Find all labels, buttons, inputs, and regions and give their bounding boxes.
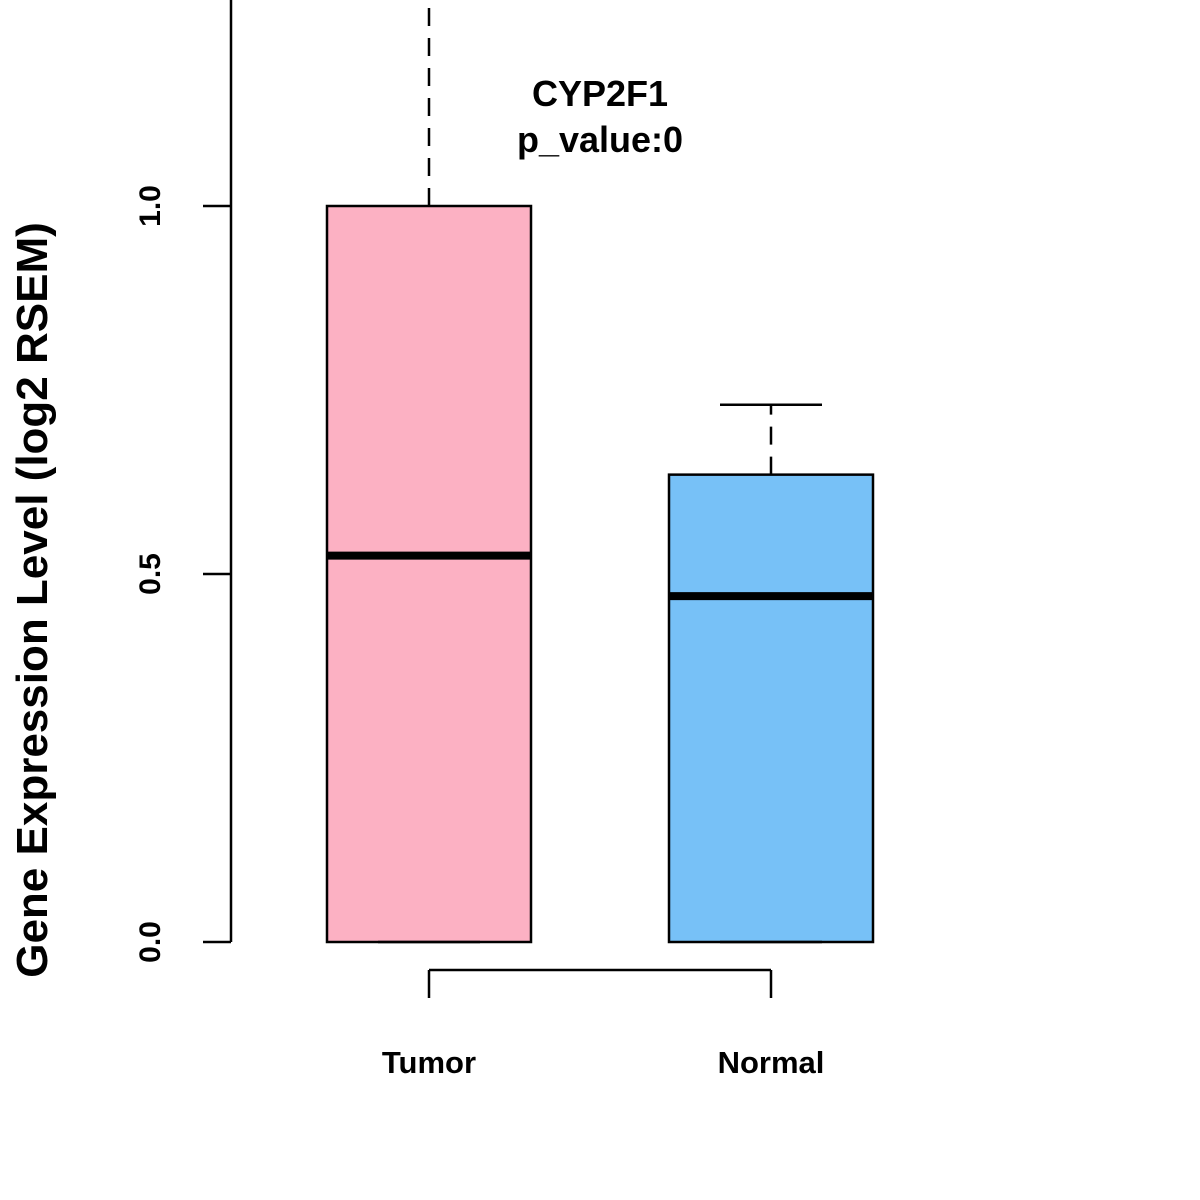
chart-title: CYP2F1 — [532, 73, 668, 114]
boxes-layer — [325, 0, 875, 944]
chart-subtitle: p_value:0 — [517, 119, 683, 160]
category-labels: Tumor Normal — [382, 1045, 824, 1080]
y-axis: 0.00.51.01.5 — [134, 0, 233, 963]
y-tick-label: 0.5 — [134, 553, 167, 595]
y-axis-label: Gene Expression Level (log2 RSEM) — [8, 222, 57, 978]
box-tumor — [325, 0, 533, 944]
category-label-tumor: Tumor — [382, 1045, 476, 1080]
y-tick-label: 0.0 — [134, 921, 167, 963]
box-body — [325, 204, 533, 944]
box-body — [667, 473, 875, 944]
category-label-normal: Normal — [718, 1045, 825, 1080]
comparison-bracket — [427, 968, 773, 998]
box-normal — [667, 403, 875, 944]
y-tick-label: 1.0 — [134, 185, 167, 227]
